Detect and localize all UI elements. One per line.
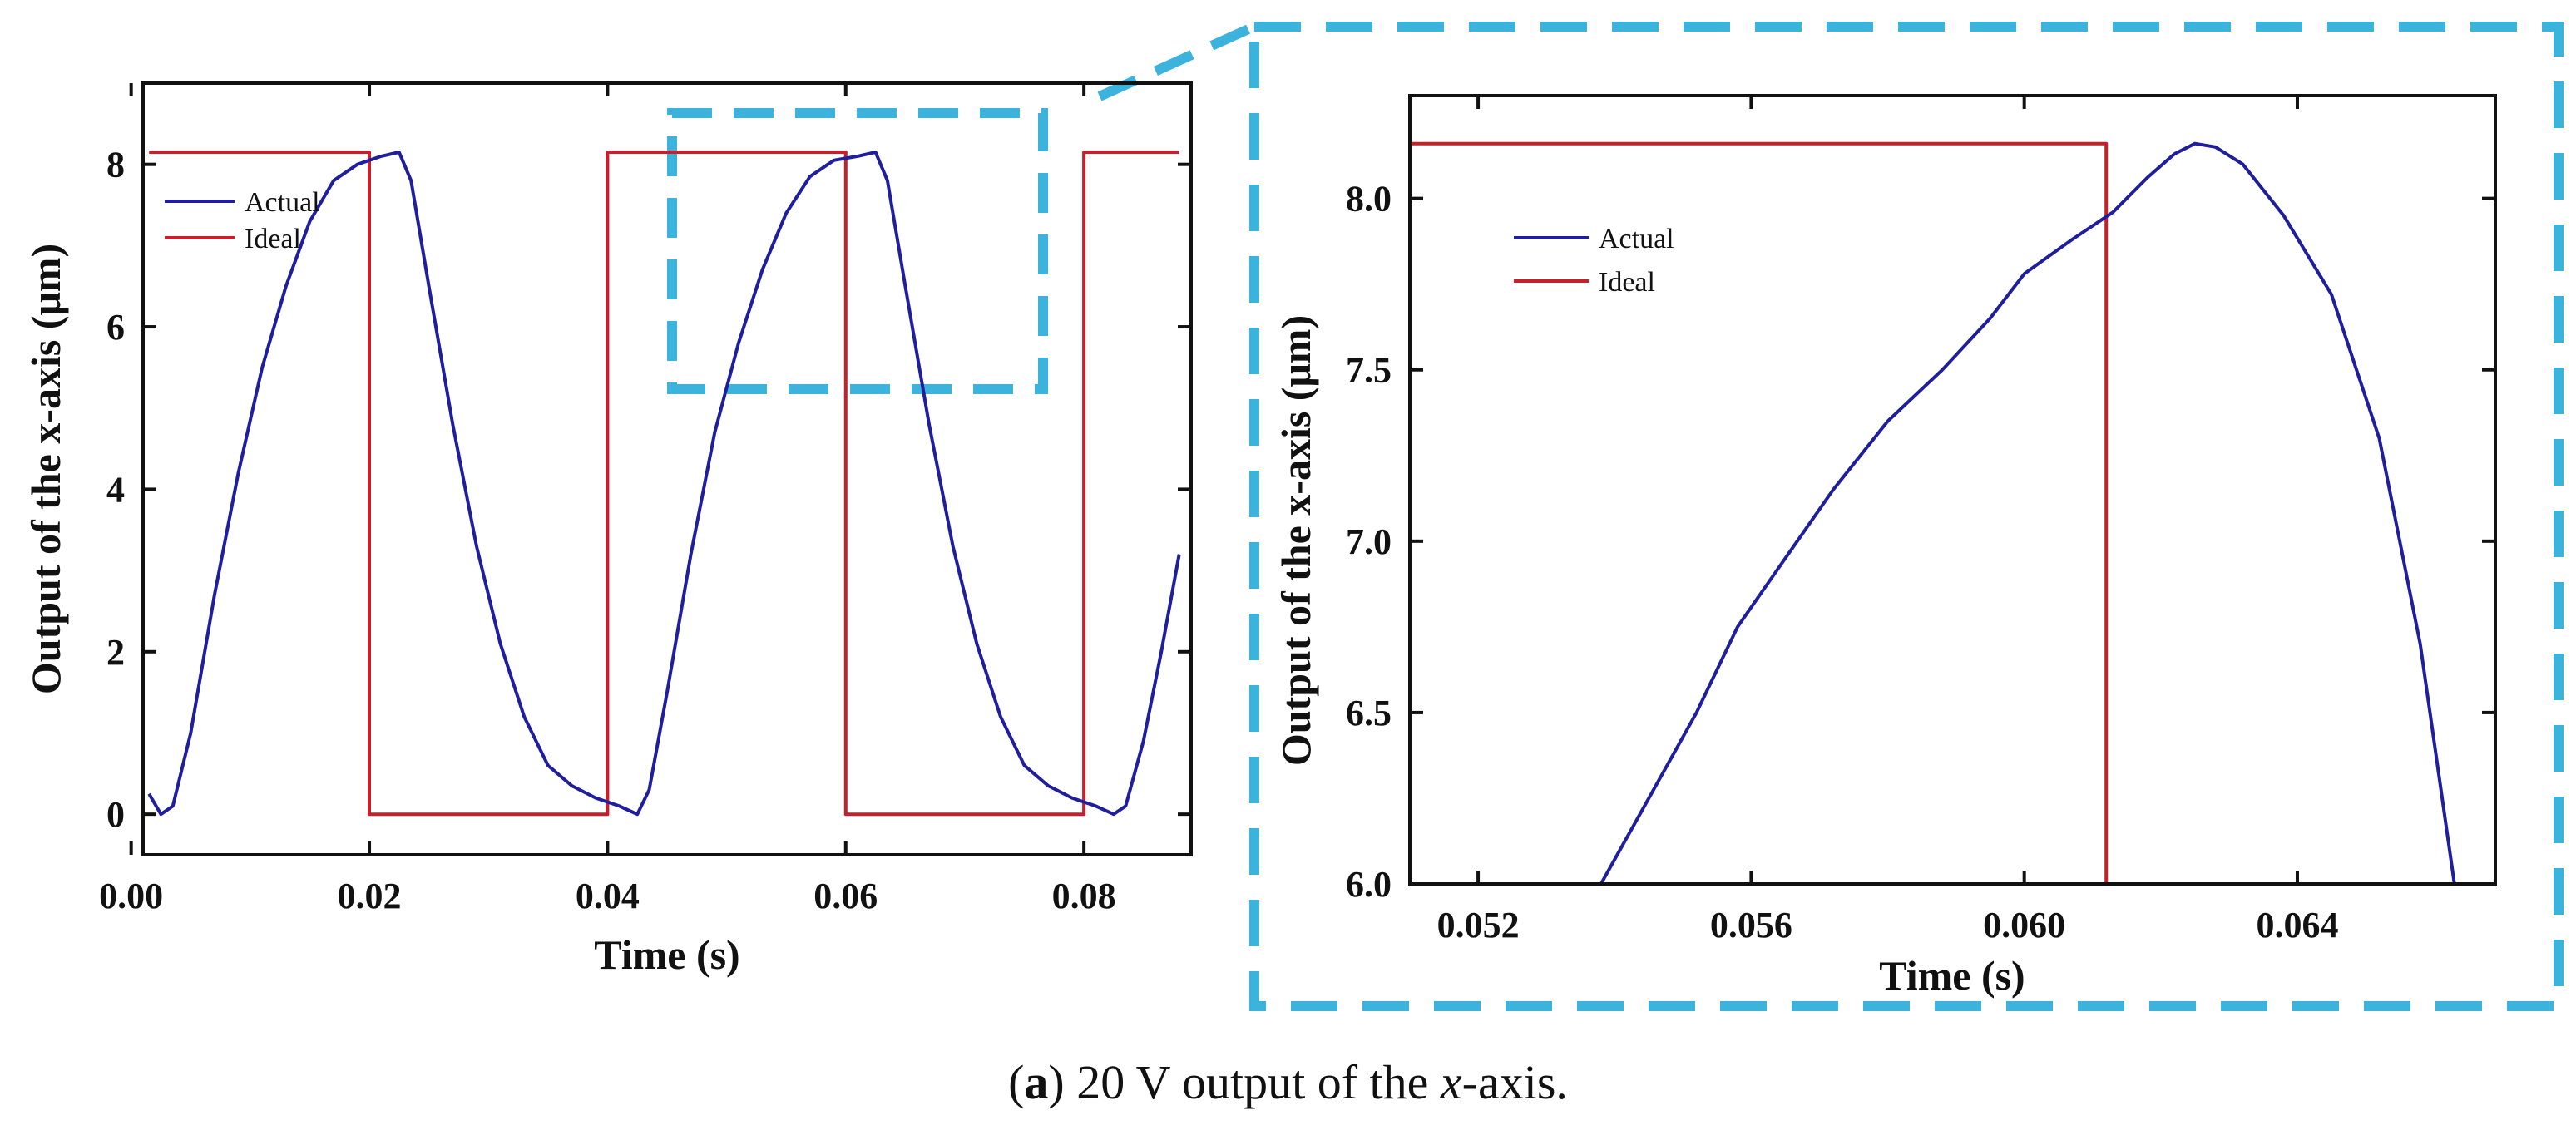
x-tick-label: 0.064 [2256,905,2338,945]
zoom-inset-frame [1249,22,2564,1011]
series-ideal-line [1410,141,2109,884]
x-tick-label: 0.052 [1437,905,1520,945]
caption-open-paren: ( [1008,1055,1025,1109]
x-tick-label: 0.060 [1983,905,2065,945]
caption-close-paren: ) [1048,1055,1065,1109]
caption-variable: x [1440,1055,1462,1109]
legend: Actual Ideal [1514,224,1674,298]
y-tick-label: 8 [106,145,125,185]
legend-label-actual: Actual [1599,224,1674,254]
legend: Actual Ideal [165,187,320,254]
figure-caption: (a) 20 V output of the x-axis. [0,1054,2576,1110]
chart-left-frame [141,81,1193,856]
legend-label-ideal: Ideal [245,224,301,254]
chart-left: 0.00 0.02 0.04 0.06 0.08 0 2 4 6 8 Time (s) Outpu… [22,81,1193,978]
y-axis-label: Output of the x-axis (μm) [1273,315,1319,766]
y-tick-label: 2 [106,632,125,673]
x-tick-label: 0.06 [813,876,878,916]
x-tick-label: 0.04 [576,876,640,916]
x-tick-label: 0.00 [99,876,163,916]
x-axis-label: Time (s) [1879,952,2025,999]
y-tick-label: 6.0 [1346,864,1392,905]
chart-right: 0.052 0.056 0.060 0.064 6.0 6.5 7.0 7.5 8.0 Time… [1273,94,2497,999]
series-actual-line [1599,141,2456,884]
x-tick-label: 0.056 [1710,905,1792,945]
x-axis-label: Time (s) [594,931,739,978]
chart-right-frame [1408,94,2497,886]
zoom-source-box [667,108,1048,394]
y-tick-label: 7.5 [1346,350,1392,391]
series-actual-line [147,151,1181,817]
caption-label: a [1024,1055,1049,1109]
y-tick-label: 4 [106,469,125,510]
y-tick-label: 6.5 [1346,693,1392,733]
legend-label-ideal: Ideal [1599,267,1655,298]
legend-label-actual: Actual [245,187,320,218]
x-tick-label: 0.08 [1052,876,1116,916]
series-ideal-line [149,151,1179,817]
y-tick-label: 7.0 [1346,521,1392,562]
caption-suffix: -axis. [1461,1055,1568,1109]
y-tick-label: 6 [106,307,125,348]
y-tick-label: 0 [106,794,125,835]
y-axis-label: Output of the x-axis (μm) [22,244,69,694]
caption-text: 20 V output of the [1064,1055,1441,1109]
y-tick-label: 8.0 [1346,179,1392,220]
zoom-connector [1097,20,1260,101]
x-tick-label: 0.02 [338,876,402,916]
